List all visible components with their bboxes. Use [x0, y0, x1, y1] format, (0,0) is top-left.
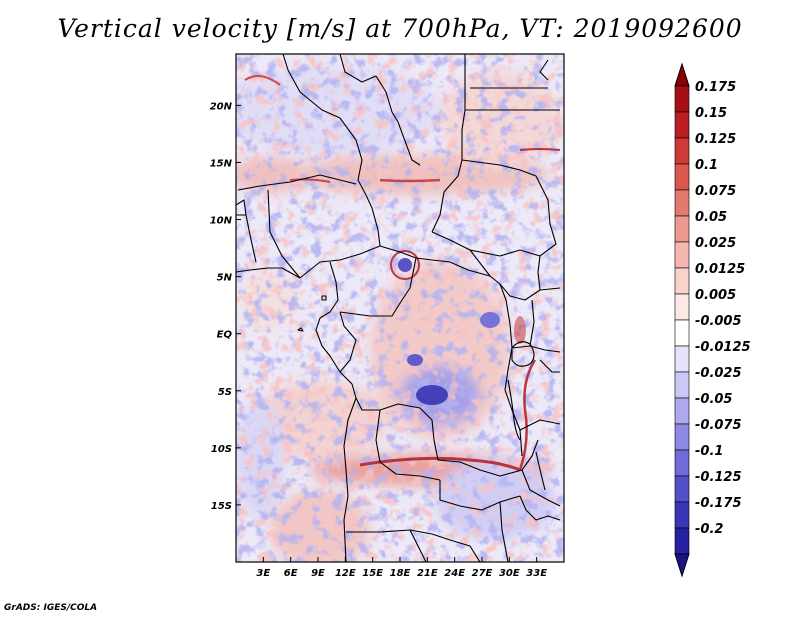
lat-tick-label: 5N	[217, 273, 233, 284]
lon-tick-label: 30E	[499, 568, 520, 579]
colorbar-top-arrow	[674, 62, 690, 87]
colorbar-label: 0.175	[695, 80, 736, 95]
colorbar-bottom-arrow	[674, 553, 690, 578]
lat-tick-label: 15S	[211, 501, 232, 512]
colorbar-swatch	[674, 163, 690, 191]
colorbar-swatch	[674, 423, 690, 451]
lat-tick-label: 10S	[211, 444, 232, 455]
colorbar-swatch	[674, 527, 690, 555]
colorbar-swatch	[674, 267, 690, 295]
colorbar-swatch	[674, 501, 690, 529]
lat-tick-label: 10N	[210, 216, 233, 227]
colorbar: 0.175 0.15 0.125 0.1 0.075 0.05 0.025 0.0125 0.0…	[674, 62, 751, 578]
colorbar-swatch	[674, 241, 690, 269]
colorbar-label: -0.075	[695, 418, 742, 433]
lon-tick-label: 15E	[362, 568, 383, 579]
grads-credit: GrADS: IGES/COLA	[4, 603, 98, 613]
colorbar-label: -0.025	[695, 366, 742, 381]
colorbar-label: -0.005	[695, 314, 742, 329]
lat-tick-label: 20N	[210, 101, 233, 112]
colorbar-swatch	[674, 137, 690, 165]
lat-tick-label: 5S	[218, 387, 232, 398]
colorbar-label: -0.1	[695, 444, 723, 459]
colorbar-swatch	[674, 319, 690, 347]
colorbar-label: 0.05	[695, 210, 727, 225]
longitude-axis: 3E 6E 9E 12E 15E 18E 21E 24E 27E 30E 33E	[256, 557, 547, 579]
country-borders	[236, 54, 561, 562]
latitude-axis: 20N 15N 10N 5N EQ 5S 10S 15S	[210, 101, 241, 512]
colorbar-swatch	[674, 189, 690, 217]
colorbar-label: -0.175	[695, 496, 742, 511]
colorbar-swatch	[674, 475, 690, 503]
colorbar-swatch	[674, 345, 690, 373]
lon-tick-label: 33E	[526, 568, 547, 579]
colorbar-label: 0.025	[695, 236, 736, 251]
colorbar-swatch	[674, 397, 690, 425]
colorbar-label: 0.075	[695, 184, 736, 199]
lon-tick-label: 21E	[417, 568, 438, 579]
colorbar-swatch	[674, 449, 690, 477]
lon-tick-label: 18E	[390, 568, 411, 579]
colorbar-label: -0.05	[695, 392, 732, 407]
colorbar-label: -0.2	[695, 522, 723, 537]
colorbar-label: 0.15	[695, 106, 727, 121]
colorbar-label: 0.0125	[695, 262, 745, 277]
lat-tick-label: EQ	[217, 330, 233, 341]
colorbar-label: 0.1	[695, 158, 718, 173]
lon-tick-label: 9E	[311, 568, 325, 579]
lon-tick-label: 27E	[472, 568, 493, 579]
colorbar-label: -0.0125	[695, 340, 751, 355]
colorbar-label: 0.005	[695, 288, 736, 303]
lon-tick-label: 12E	[335, 568, 356, 579]
colorbar-swatch	[674, 215, 690, 243]
colorbar-label: -0.125	[695, 470, 742, 485]
lon-tick-label: 3E	[256, 568, 270, 579]
chart-title: Vertical velocity [m/s] at 700hPa, VT: 2…	[57, 14, 743, 43]
colorbar-swatch	[674, 85, 690, 113]
colorbar-swatch	[674, 111, 690, 139]
velocity-field	[236, 54, 564, 562]
lat-tick-label: 15N	[210, 158, 233, 169]
colorbar-swatch	[674, 371, 690, 399]
colorbar-swatch	[674, 293, 690, 321]
lon-tick-label: 6E	[284, 568, 298, 579]
lon-tick-label: 24E	[444, 568, 465, 579]
colorbar-label: 0.125	[695, 132, 736, 147]
